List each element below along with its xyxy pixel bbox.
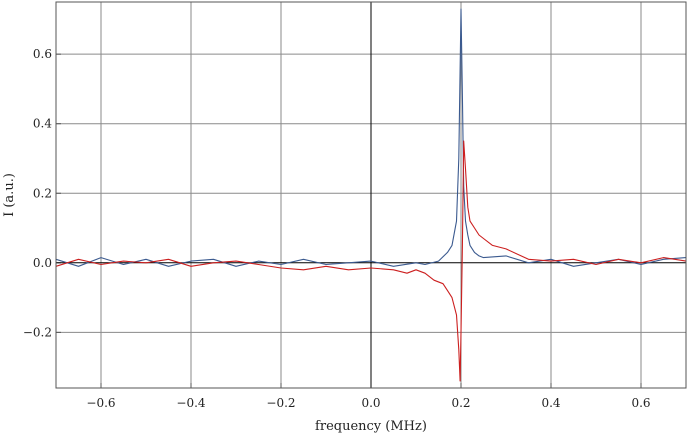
series-1-line [55,140,687,382]
x-axis-title: frequency (MHz) [315,419,427,434]
y-tick-label: 0.2 [33,186,52,200]
axis-layer [56,2,686,388]
x-tick-label: −0.4 [176,396,206,410]
x-tick-label: 0.2 [451,396,470,410]
x-tick-label: 0.0 [361,396,380,410]
series-0-line [55,8,687,267]
y-tick-label: 0.4 [33,117,52,131]
y-tick-label: 0.6 [33,47,52,61]
x-tick-label: 0.6 [631,396,650,410]
y-axis-title: I (a.u.) [2,173,17,217]
x-tick-label: 0.4 [541,396,560,410]
y-tick-label: −0.2 [23,325,52,339]
frame-layer [55,1,687,389]
x-tick-label: −0.2 [266,396,295,410]
label-layer: frequency (MHz) I (a.u.) −0.6 −0.4 −0.2 0.0… [2,47,651,434]
series-layer [55,8,687,382]
y-tick-label: 0.0 [33,256,52,270]
plot-frame [55,1,687,389]
x-tick-label: −0.6 [86,396,115,410]
